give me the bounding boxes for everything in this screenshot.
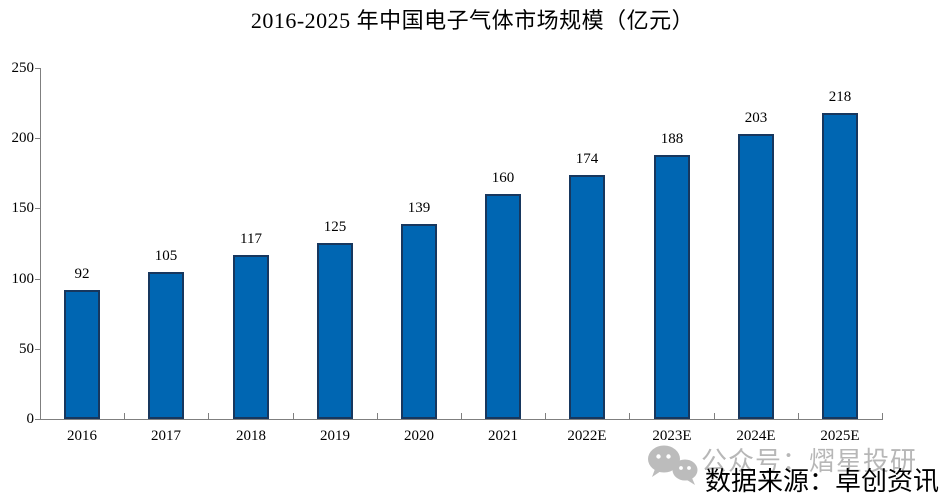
x-axis-tick xyxy=(208,413,209,419)
bar xyxy=(317,243,353,419)
y-axis-tick xyxy=(35,349,40,350)
bar xyxy=(738,134,774,419)
bar-value-label: 117 xyxy=(240,231,262,247)
x-axis-category-label: 2024E xyxy=(736,428,776,444)
x-axis-tick xyxy=(545,413,546,419)
bar xyxy=(569,175,605,419)
data-source-text: 数据来源：卓创资讯 xyxy=(704,467,939,496)
x-axis-tick xyxy=(377,413,378,419)
x-axis-line xyxy=(40,419,883,420)
bar xyxy=(148,272,184,419)
bar-value-label: 125 xyxy=(323,219,347,235)
y-axis-label: 50 xyxy=(19,341,34,357)
bar-value-label: 92 xyxy=(74,266,90,282)
x-axis-category-label: 2022E xyxy=(567,428,607,444)
wechat-icon xyxy=(645,444,703,493)
bar xyxy=(485,194,521,419)
x-axis-category-label: 2016 xyxy=(67,428,97,444)
x-axis-tick xyxy=(882,413,883,419)
y-axis-label: 150 xyxy=(11,200,35,216)
x-axis-tick xyxy=(714,413,715,419)
x-axis-category-label: 2025E xyxy=(820,428,860,444)
y-axis-label: 100 xyxy=(11,271,35,287)
bar xyxy=(822,113,858,419)
y-axis-tick xyxy=(35,419,40,420)
y-axis-line xyxy=(40,68,41,419)
x-axis-tick xyxy=(461,413,462,419)
bar xyxy=(401,224,437,419)
y-axis-tick xyxy=(35,208,40,209)
x-axis-category-label: 2021 xyxy=(488,428,518,444)
x-axis-tick xyxy=(629,413,630,419)
bar-value-label: 188 xyxy=(660,131,684,147)
y-axis-label: 0 xyxy=(26,411,35,427)
y-axis-label: 250 xyxy=(11,60,35,76)
y-axis-tick xyxy=(35,68,40,69)
bar xyxy=(654,155,690,419)
watermark-text: 公众号：熠星投研 xyxy=(701,447,918,476)
y-axis-tick xyxy=(35,279,40,280)
bar-value-label: 160 xyxy=(491,170,515,186)
x-axis-tick xyxy=(293,413,294,419)
bar-value-label: 105 xyxy=(154,248,178,264)
chart-title: 2016-2025 年中国电子气体市场规模（亿元） xyxy=(250,8,695,33)
bar-value-label: 139 xyxy=(407,200,431,216)
bar xyxy=(64,290,100,419)
y-axis-label: 200 xyxy=(11,130,35,146)
y-axis-tick xyxy=(35,138,40,139)
bar-value-label: 203 xyxy=(744,110,768,126)
bar-value-label: 218 xyxy=(828,89,852,105)
x-axis-category-label: 2020 xyxy=(404,428,434,444)
x-axis-category-label: 2019 xyxy=(320,428,350,444)
x-axis-tick xyxy=(124,413,125,419)
x-axis-category-label: 2023E xyxy=(652,428,692,444)
x-axis-category-label: 2017 xyxy=(151,428,181,444)
bar-value-label: 174 xyxy=(575,151,599,167)
x-axis-tick xyxy=(798,413,799,419)
bar xyxy=(233,255,269,419)
x-axis-category-label: 2018 xyxy=(236,428,266,444)
